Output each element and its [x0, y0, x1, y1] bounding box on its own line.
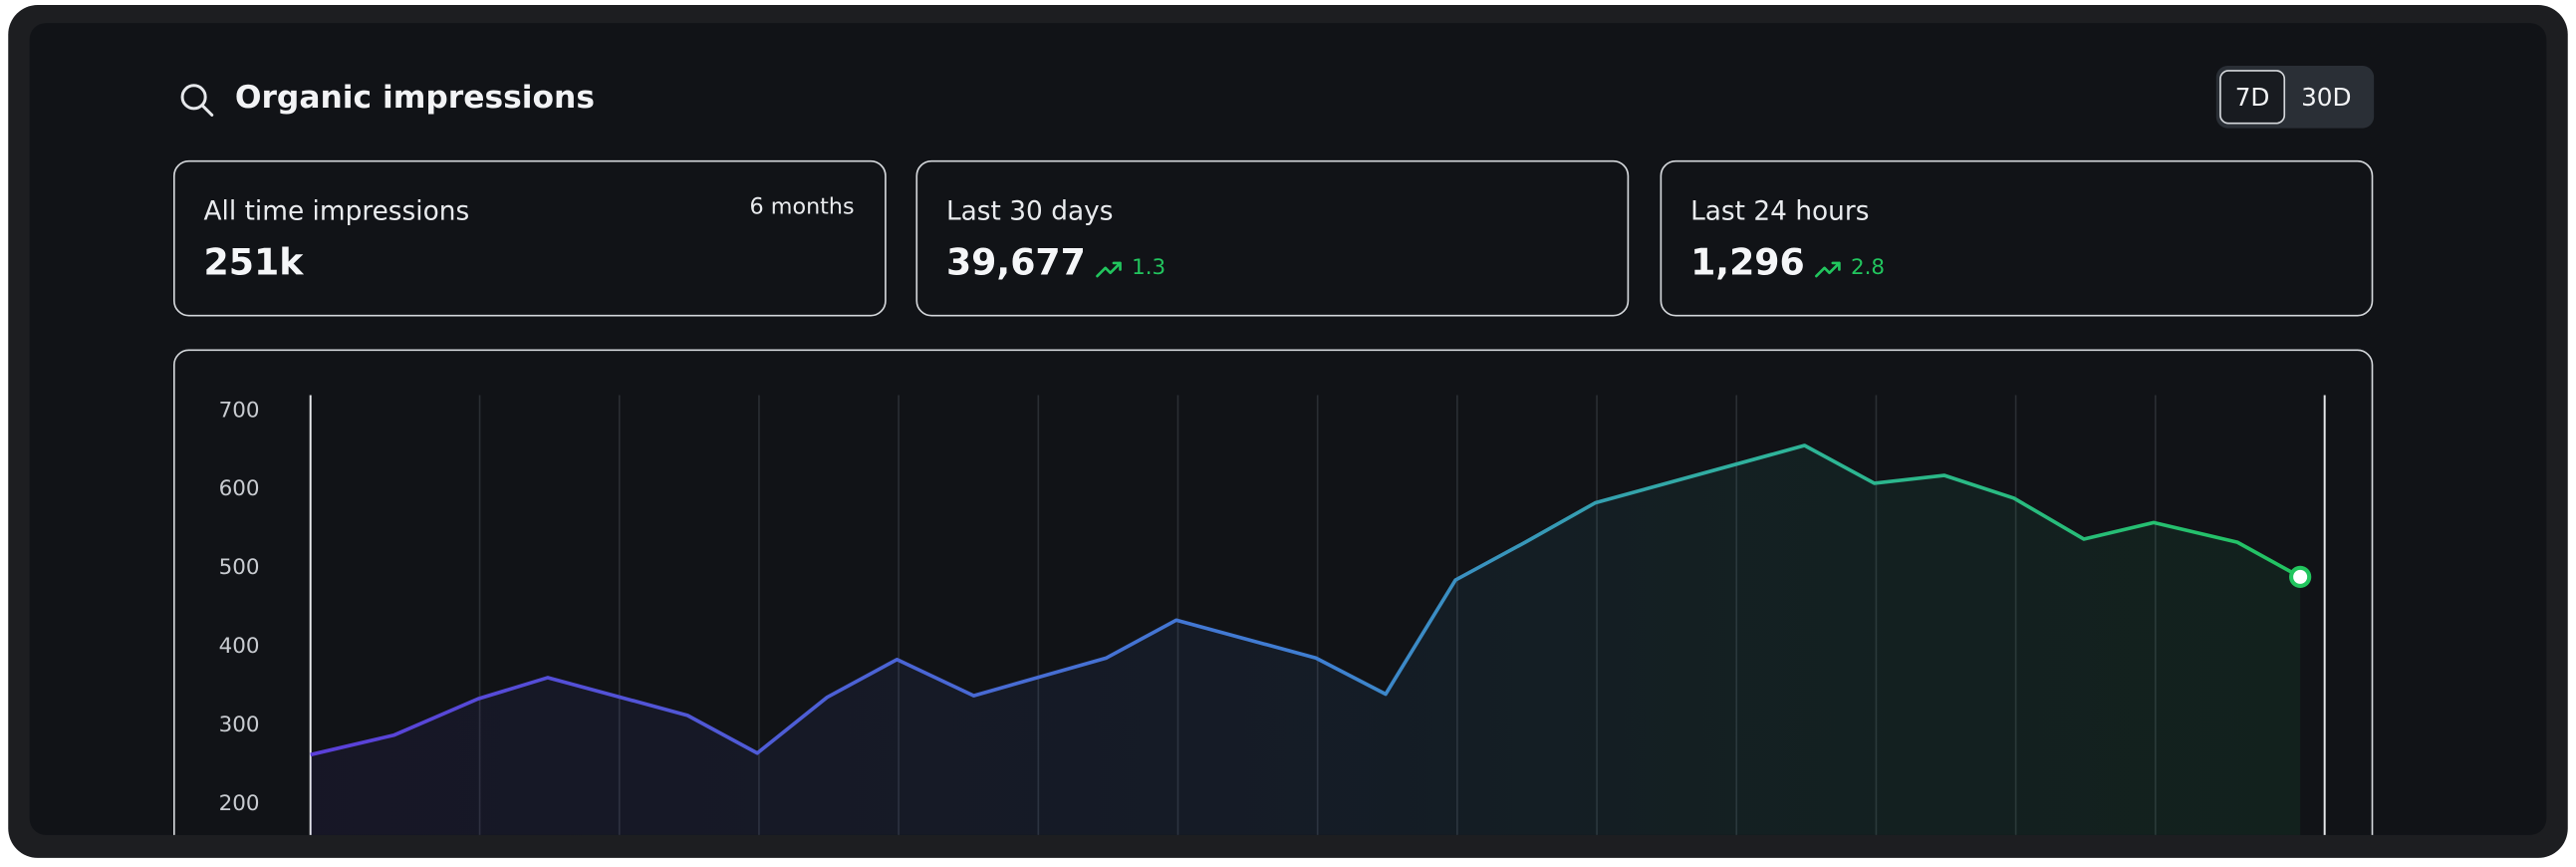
- stat-value: 39,677: [946, 241, 1086, 284]
- stat-value: 1,296: [1690, 241, 1805, 284]
- y-tick-label: 400: [219, 634, 260, 659]
- line: [310, 443, 2302, 757]
- range-option[interactable]: 30D: [2301, 83, 2352, 112]
- y-tick-label: 300: [219, 713, 260, 737]
- y-tick-label: 700: [219, 398, 260, 423]
- stat-card: [172, 159, 887, 317]
- stat-card: [915, 159, 1630, 317]
- trend-icon: [1815, 261, 1841, 278]
- stat-label: Last 24 hours: [1690, 196, 1869, 226]
- stat-label: Last 30 days: [946, 196, 1114, 226]
- stat-label: All time impressions: [204, 196, 470, 226]
- y-tick-label: 600: [219, 476, 260, 501]
- search-icon[interactable]: [180, 84, 207, 111]
- stat-note: 6 months: [750, 193, 855, 219]
- line-area: [310, 445, 2301, 835]
- trend-icon: [1096, 261, 1122, 278]
- search-icon-handle: [200, 104, 214, 117]
- stat-value: 251k: [204, 241, 305, 284]
- y-tick-label: 200: [219, 791, 260, 816]
- stat-change: 2.8: [1851, 255, 1885, 280]
- last-point: [2289, 565, 2312, 589]
- y-tick-label: 500: [219, 555, 260, 580]
- range-option[interactable]: 7D: [2235, 83, 2270, 112]
- page-title: Organic impressions: [235, 80, 595, 116]
- stat-change: 1.3: [1132, 255, 1165, 280]
- range-selected: [2219, 70, 2286, 125]
- stat-card: [1660, 159, 2374, 317]
